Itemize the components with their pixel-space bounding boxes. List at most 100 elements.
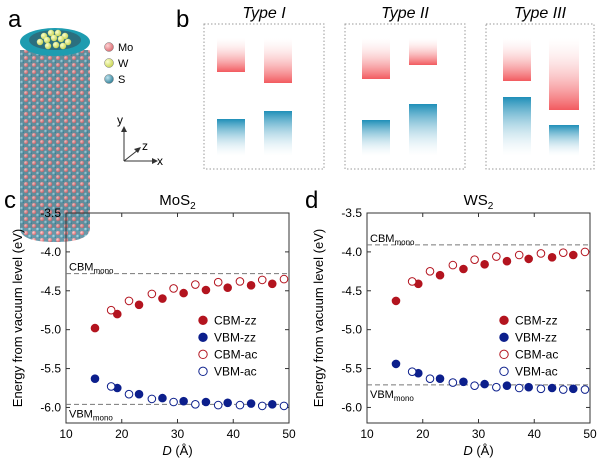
data-point-vbm-ac	[124, 389, 134, 399]
type-3-vbm-right	[549, 125, 579, 156]
chart-legend: CBM-zz VBM-zz CBM-ac VBM-ac	[499, 313, 558, 378]
reference-label-cbm: CBMmono	[370, 233, 415, 247]
legend-marker-vbm-zz	[499, 332, 509, 343]
series-cbm-zz	[90, 279, 277, 333]
chart-mos2: MoS2 -3.5 -4.0 -4.5 -5.0 -5.5 -6.0 10 20 30 40 50 D …	[10, 192, 296, 458]
data-point-vbm-zz	[201, 397, 211, 407]
z-arrowhead-icon	[134, 147, 141, 153]
reference-label-cbm: CBMmono	[69, 262, 114, 276]
legend-atom-s-icon	[104, 74, 114, 84]
legend-label-mo: Mo	[118, 42, 133, 54]
data-point-vbm-zz	[90, 374, 100, 383]
w-atom	[57, 35, 65, 43]
data-point-vbm-zz	[480, 379, 489, 389]
data-point-vbm-ac	[514, 383, 524, 393]
data-point-vbm-ac	[147, 394, 157, 404]
data-point-cbm-ac	[448, 260, 458, 270]
x-tick-label: 10	[360, 427, 374, 441]
legend-marker-cbm-ac	[499, 349, 509, 360]
chart-title: WS2	[464, 192, 494, 212]
x-tick-label: 40	[528, 427, 542, 441]
y-tick-label: -3.5	[40, 206, 61, 220]
data-point-vbm-ac	[279, 401, 289, 411]
data-point-vbm-zz	[524, 382, 533, 392]
band-alignment-type-1: Type I	[203, 5, 325, 170]
legend-marker-cbm-zz	[198, 315, 208, 326]
data-point-cbm-zz	[179, 288, 188, 298]
reference-label-vbm: VBMmono	[370, 389, 414, 403]
axes-indicator: y z x	[117, 113, 163, 168]
legend-label-s: S	[118, 74, 125, 86]
axis-label-z: z	[142, 139, 148, 153]
y-tick-label: -4.0	[40, 245, 61, 259]
y-tick-label: -6.0	[40, 400, 61, 414]
y-tick-label: -3.5	[341, 206, 362, 220]
w-atoms-cluster	[36, 29, 72, 50]
y-tick-label: -5.5	[341, 362, 362, 376]
data-point-vbm-ac	[213, 400, 223, 410]
data-point-cbm-zz	[435, 270, 445, 280]
data-point-cbm-ac	[279, 274, 289, 284]
data-point-cbm-zz	[267, 279, 277, 289]
type-1-cbm-left	[217, 38, 245, 72]
data-point-vbm-ac	[407, 367, 417, 376]
y-tick-label: -5.0	[341, 323, 362, 337]
data-point-cbm-zz	[112, 309, 122, 319]
series-vbm-zz	[90, 374, 277, 409]
legend-label-w: W	[118, 58, 129, 70]
series-vbm-ac	[407, 367, 590, 394]
series-cbm-ac	[407, 247, 590, 286]
data-point-cbm-zz	[459, 264, 468, 274]
axis-label-x: x	[157, 154, 163, 168]
w-atom	[59, 42, 67, 50]
data-point-vbm-zz	[502, 381, 512, 390]
type-2-label: Type II	[381, 5, 429, 22]
type-2-vbm-left	[362, 120, 390, 156]
x-arrowhead-icon	[152, 158, 158, 164]
data-point-cbm-zz	[201, 285, 211, 295]
type-2-cbm-left	[362, 38, 390, 79]
data-point-vbm-zz	[547, 383, 557, 393]
data-point-cbm-zz	[158, 294, 167, 303]
w-atom	[64, 38, 72, 46]
data-point-vbm-zz	[179, 396, 188, 406]
type-3-cbm-right	[549, 38, 579, 110]
axis-label-y: y	[117, 113, 123, 127]
w-atom	[47, 29, 55, 37]
type-2-cbm-right	[409, 38, 437, 65]
panel-label-a: a	[8, 6, 22, 33]
type-2-frame	[344, 23, 466, 170]
type-3-vbm-left	[503, 97, 531, 156]
data-point-cbm-ac	[213, 277, 223, 287]
type-1-cbm-right	[264, 38, 292, 83]
data-point-vbm-zz	[134, 389, 144, 399]
nanotube-illustration	[20, 28, 90, 242]
x-tick-label: 50	[282, 427, 296, 441]
y-tick-label: -4.5	[40, 284, 61, 298]
data-point-cbm-zz	[524, 254, 533, 264]
tube-shading	[20, 50, 90, 228]
data-point-vbm-ac	[235, 400, 245, 410]
chart-title: MoS2	[159, 192, 196, 212]
data-point-cbm-ac	[147, 289, 157, 299]
x-axis-label: D (Å)	[162, 443, 192, 458]
data-point-vbm-zz	[223, 398, 232, 408]
legend-marker-cbm-ac	[198, 349, 208, 360]
data-point-vbm-ac	[106, 382, 116, 391]
y-tick-label: -5.5	[40, 362, 61, 376]
y-tick-label: -4.5	[341, 284, 362, 298]
z-axis-arrow	[123, 149, 139, 162]
tube-body	[20, 50, 90, 242]
w-atom	[54, 29, 62, 37]
panel-label-b: b	[176, 6, 189, 33]
legend-atom-mo-icon	[104, 42, 114, 52]
legend-marker-vbm-ac	[499, 366, 509, 377]
type-2-vbm-right	[409, 104, 437, 156]
x-tick-label: 10	[59, 427, 73, 441]
legend-marker-cbm-zz	[499, 315, 509, 326]
data-point-cbm-ac	[257, 275, 267, 285]
w-atom	[44, 42, 52, 50]
legend-label-vbm-zz: VBM-zz	[515, 330, 557, 344]
data-point-cbm-ac	[191, 280, 200, 289]
data-point-vbm-ac	[470, 381, 479, 390]
